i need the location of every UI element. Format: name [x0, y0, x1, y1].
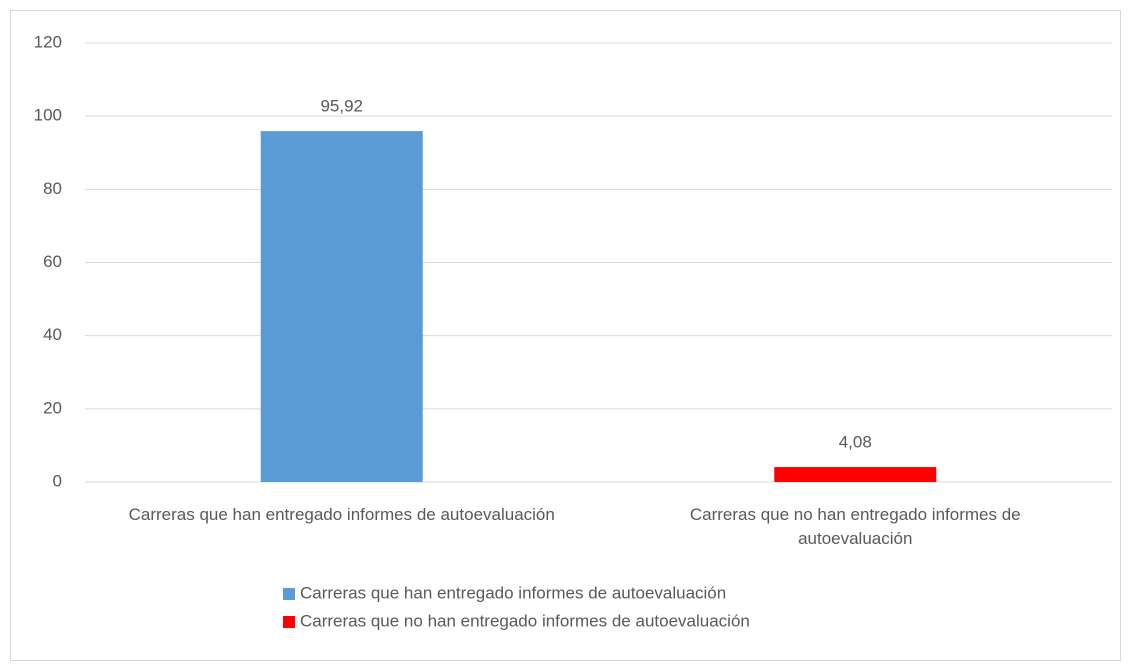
y-tick-label: 120: [34, 32, 62, 51]
x-tick-label: Carreras que no han entregado informes d…: [689, 505, 1021, 548]
data-label: 95,92: [320, 97, 363, 116]
y-tick-label: 80: [43, 179, 62, 198]
bar: [774, 467, 937, 482]
legend-swatch: [283, 588, 295, 600]
y-tick-label: 100: [34, 106, 62, 125]
chart-frame: [10, 10, 1121, 661]
y-tick-label: 20: [43, 398, 62, 417]
legend-label: Carreras que no han entregado informes d…: [300, 611, 750, 630]
y-tick-label: 0: [53, 471, 62, 490]
data-label: 4,08: [839, 433, 872, 452]
x-tick-label: Carreras que han entregado informes de a…: [128, 505, 555, 524]
y-tick-label: 40: [43, 325, 62, 344]
legend-swatch: [283, 616, 295, 628]
bar: [260, 131, 423, 483]
y-tick-label: 60: [43, 252, 62, 271]
legend-label: Carreras que han entregado informes de a…: [300, 583, 726, 602]
